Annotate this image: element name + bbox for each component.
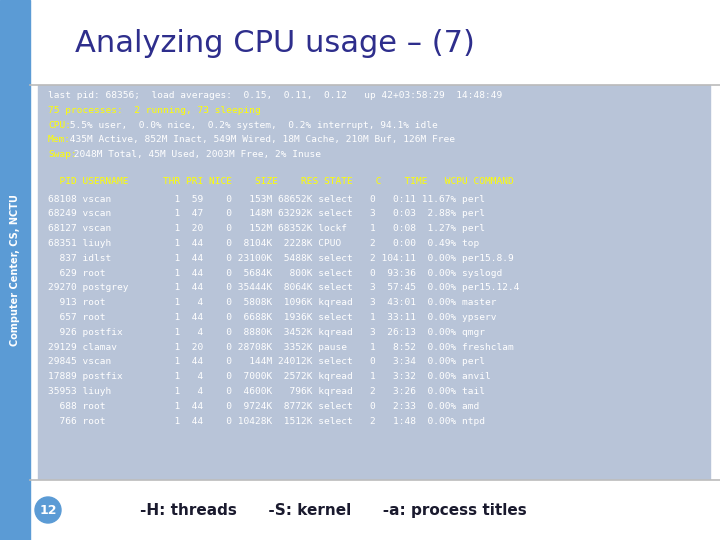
Text: 29129 clamav          1  20    0 28708K  3352K pause    1   8:52  0.00% freshcla: 29129 clamav 1 20 0 28708K 3352K pause 1…: [48, 342, 514, 352]
Text: 837 idlst           1  44    0 23100K  5488K select   2 104:11  0.00% per15.8.9: 837 idlst 1 44 0 23100K 5488K select 2 1…: [48, 254, 514, 263]
Text: 766 root            1  44    0 10428K  1512K select   2   1:48  0.00% ntpd: 766 root 1 44 0 10428K 1512K select 2 1:…: [48, 416, 485, 426]
Circle shape: [35, 497, 61, 523]
Text: -H: threads      -S: kernel      -a: process titles: -H: threads -S: kernel -a: process title…: [140, 503, 527, 517]
Text: 12: 12: [40, 503, 57, 516]
Text: 913 root            1   4    0  5808K  1096K kqread   3  43:01  0.00% master: 913 root 1 4 0 5808K 1096K kqread 3 43:0…: [48, 298, 497, 307]
Bar: [0, 0, 30, 540]
Text: 435M Active, 852M Inact, 549M Wired, 18M Cache, 210M Buf, 126M Free: 435M Active, 852M Inact, 549M Wired, 18M…: [64, 136, 455, 144]
Text: Mem:: Mem:: [48, 136, 71, 144]
Text: PID USERNAME      THR PRI NICE    SIZE    RES STATE    C    TIME   WCPU COMMAND: PID USERNAME THR PRI NICE SIZE RES STATE…: [48, 177, 514, 186]
Text: 68351 liuyh           1  44    0  8104K  2228K CPUO     2   0:00  0.49% top: 68351 liuyh 1 44 0 8104K 2228K CPUO 2 0:…: [48, 239, 480, 248]
Text: 688 root            1  44    0  9724K  8772K select   0   2:33  0.00% amd: 688 root 1 44 0 9724K 8772K select 0 2:3…: [48, 402, 480, 411]
Text: CPU:: CPU:: [48, 120, 71, 130]
Text: 35953 liuyh           1   4    0  4600K   796K kqread   2   3:26  0.00% tail: 35953 liuyh 1 4 0 4600K 796K kqread 2 3:…: [48, 387, 485, 396]
Text: 68108 vscan           1  59    0   153M 68652K select   0   0:11 11.67% perl: 68108 vscan 1 59 0 153M 68652K select 0 …: [48, 194, 485, 204]
Text: 5.5% user,  0.0% nice,  0.2% system,  0.2% interrupt, 94.1% idle: 5.5% user, 0.0% nice, 0.2% system, 0.2% …: [64, 120, 438, 130]
Text: 29270 postgrey        1  44    0 35444K  8064K select   3  57:45  0.00% per15.12: 29270 postgrey 1 44 0 35444K 8064K selec…: [48, 284, 520, 292]
Text: 657 root            1  44    0  6688K  1936K select   1  33:11  0.00% ypserv: 657 root 1 44 0 6688K 1936K select 1 33:…: [48, 313, 497, 322]
Text: Analyzing CPU usage – (7): Analyzing CPU usage – (7): [75, 29, 475, 57]
Bar: [30, 480, 720, 540]
Text: Swap:: Swap:: [48, 150, 77, 159]
Text: 68249 vscan           1  47    0   148M 63292K select   3   0:03  2.88% perl: 68249 vscan 1 47 0 148M 63292K select 3 …: [48, 210, 485, 218]
Text: 926 postfix         1   4    0  8880K  3452K kqread   3  26:13  0.00% qmgr: 926 postfix 1 4 0 8880K 3452K kqread 3 2…: [48, 328, 485, 337]
Text: 629 root            1  44    0  5684K   800K select   0  93:36  0.00% syslogd: 629 root 1 44 0 5684K 800K select 0 93:3…: [48, 268, 503, 278]
Text: 2048M Total, 45M Used, 2003M Free, 2% Inuse: 2048M Total, 45M Used, 2003M Free, 2% In…: [68, 150, 321, 159]
Bar: [38, 85, 710, 480]
Text: Computer Center, CS, NCTU: Computer Center, CS, NCTU: [10, 194, 20, 346]
Text: 17889 postfix         1   4    0  7000K  2572K kqread   1   3:32  0.00% anvil: 17889 postfix 1 4 0 7000K 2572K kqread 1…: [48, 372, 491, 381]
Text: 68127 vscan           1  20    0   152M 68352K lockf    1   0:08  1.27% perl: 68127 vscan 1 20 0 152M 68352K lockf 1 0…: [48, 224, 485, 233]
Text: last pid: 68356;  load averages:  0.15,  0.11,  0.12   up 42+03:58:29  14:48:49: last pid: 68356; load averages: 0.15, 0.…: [48, 91, 503, 100]
Bar: [30, 0, 720, 85]
Text: 29845 vscan           1  44    0   144M 24012K select   0   3:34  0.00% perl: 29845 vscan 1 44 0 144M 24012K select 0 …: [48, 357, 485, 367]
Text: 75 processes:  2 running, 73 sleeping: 75 processes: 2 running, 73 sleeping: [48, 106, 261, 115]
